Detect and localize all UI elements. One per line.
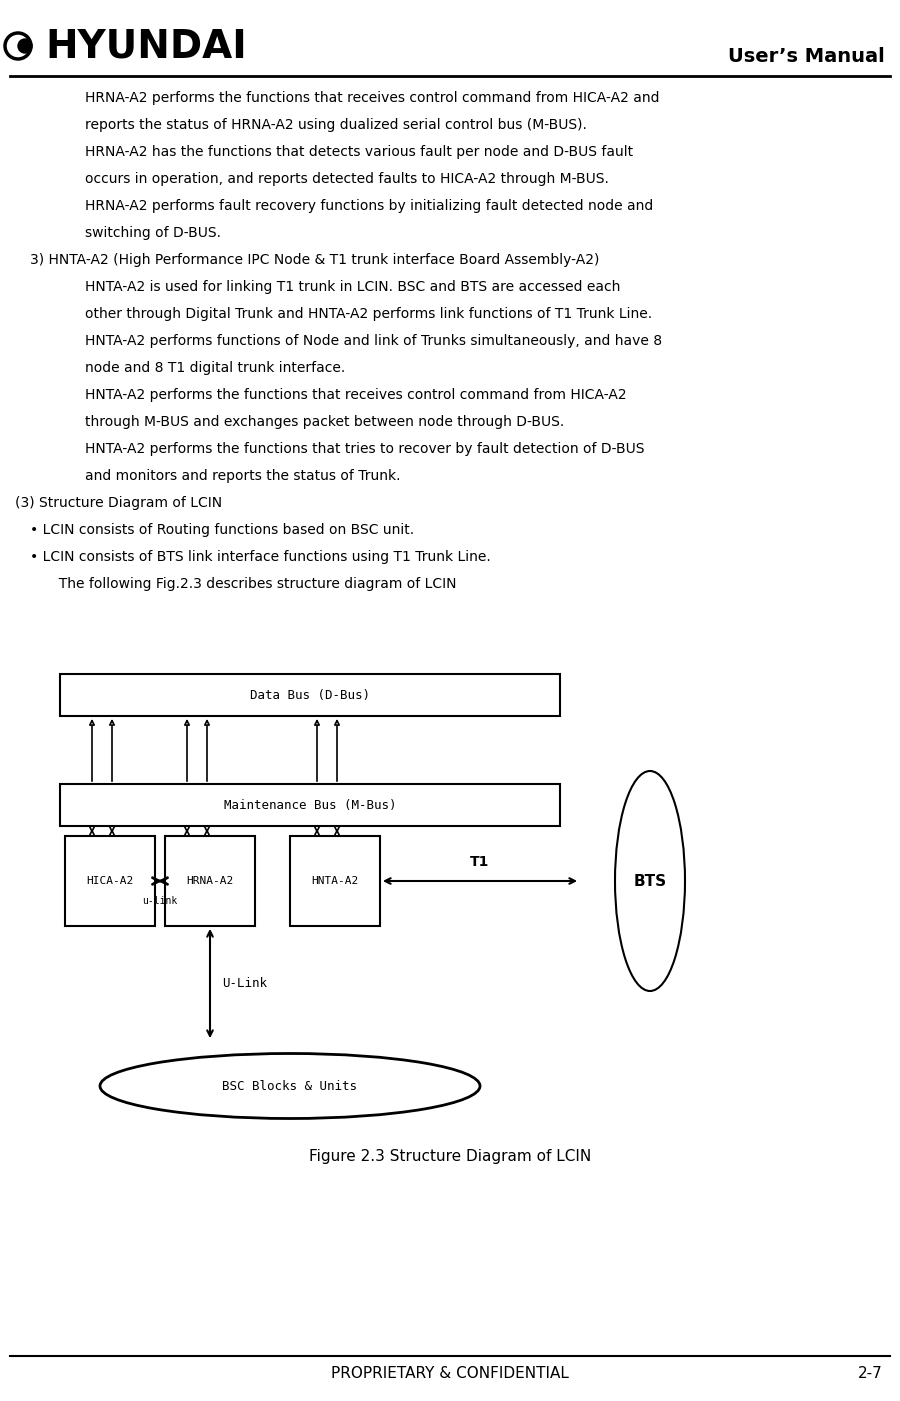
Text: HRNA-A2 performs the functions that receives control command from HICA-A2 and: HRNA-A2 performs the functions that rece… xyxy=(85,91,660,105)
Text: PROPRIETARY & CONFIDENTIAL: PROPRIETARY & CONFIDENTIAL xyxy=(331,1366,569,1380)
Text: • LCIN consists of Routing functions based on BSC unit.: • LCIN consists of Routing functions bas… xyxy=(30,523,414,537)
FancyBboxPatch shape xyxy=(165,836,255,926)
Text: 3) HNTA-A2 (High Performance IPC Node & T1 trunk interface Board Assembly-A2): 3) HNTA-A2 (High Performance IPC Node & … xyxy=(30,254,599,268)
FancyBboxPatch shape xyxy=(65,836,155,926)
Text: HICA-A2: HICA-A2 xyxy=(86,876,133,885)
Text: node and 8 T1 digital trunk interface.: node and 8 T1 digital trunk interface. xyxy=(85,361,346,375)
FancyBboxPatch shape xyxy=(60,785,560,827)
Text: HYUNDAI: HYUNDAI xyxy=(45,28,247,66)
Text: HNTA-A2 is used for linking T1 trunk in LCIN. BSC and BTS are accessed each: HNTA-A2 is used for linking T1 trunk in … xyxy=(85,280,620,294)
Text: (3) Structure Diagram of LCIN: (3) Structure Diagram of LCIN xyxy=(15,496,222,510)
FancyBboxPatch shape xyxy=(290,836,380,926)
Text: HNTA-A2 performs the functions that tries to recover by fault detection of D-BUS: HNTA-A2 performs the functions that trie… xyxy=(85,441,644,455)
Text: Data Bus (D-Bus): Data Bus (D-Bus) xyxy=(250,688,370,702)
Text: HNTA-A2: HNTA-A2 xyxy=(311,876,358,885)
Text: HNTA-A2 performs functions of Node and link of Trunks simultaneously, and have 8: HNTA-A2 performs functions of Node and l… xyxy=(85,333,662,347)
Circle shape xyxy=(18,39,32,53)
Text: u-link: u-link xyxy=(142,897,177,906)
Text: U-Link: U-Link xyxy=(222,976,267,991)
Text: HRNA-A2 has the functions that detects various fault per node and D-BUS fault: HRNA-A2 has the functions that detects v… xyxy=(85,144,633,158)
Text: 2-7: 2-7 xyxy=(858,1366,882,1380)
Text: Figure 2.3 Structure Diagram of LCIN: Figure 2.3 Structure Diagram of LCIN xyxy=(309,1149,591,1163)
Text: HRNA-A2 performs fault recovery functions by initializing fault detected node an: HRNA-A2 performs fault recovery function… xyxy=(85,199,653,213)
Text: User’s Manual: User’s Manual xyxy=(728,46,885,66)
Text: BTS: BTS xyxy=(634,873,667,888)
Text: BSC Blocks & Units: BSC Blocks & Units xyxy=(222,1080,357,1093)
FancyBboxPatch shape xyxy=(60,674,560,716)
Text: The following Fig.2.3 describes structure diagram of LCIN: The following Fig.2.3 describes structur… xyxy=(50,577,456,591)
Text: T1: T1 xyxy=(471,855,490,869)
Ellipse shape xyxy=(615,771,685,991)
Text: HRNA-A2: HRNA-A2 xyxy=(186,876,234,885)
Text: reports the status of HRNA-A2 using dualized serial control bus (M-BUS).: reports the status of HRNA-A2 using dual… xyxy=(85,118,587,132)
Text: • LCIN consists of BTS link interface functions using T1 Trunk Line.: • LCIN consists of BTS link interface fu… xyxy=(30,551,490,565)
Text: HNTA-A2 performs the functions that receives control command from HICA-A2: HNTA-A2 performs the functions that rece… xyxy=(85,388,626,402)
Ellipse shape xyxy=(100,1054,480,1118)
Text: other through Digital Trunk and HNTA-A2 performs link functions of T1 Trunk Line: other through Digital Trunk and HNTA-A2 … xyxy=(85,307,652,321)
Text: occurs in operation, and reports detected faults to HICA-A2 through M-BUS.: occurs in operation, and reports detecte… xyxy=(85,172,609,186)
Text: and monitors and reports the status of Trunk.: and monitors and reports the status of T… xyxy=(85,469,400,483)
Text: switching of D-BUS.: switching of D-BUS. xyxy=(85,226,221,240)
Text: Maintenance Bus (M-Bus): Maintenance Bus (M-Bus) xyxy=(224,799,396,811)
Text: through M-BUS and exchanges packet between node through D-BUS.: through M-BUS and exchanges packet betwe… xyxy=(85,415,564,429)
